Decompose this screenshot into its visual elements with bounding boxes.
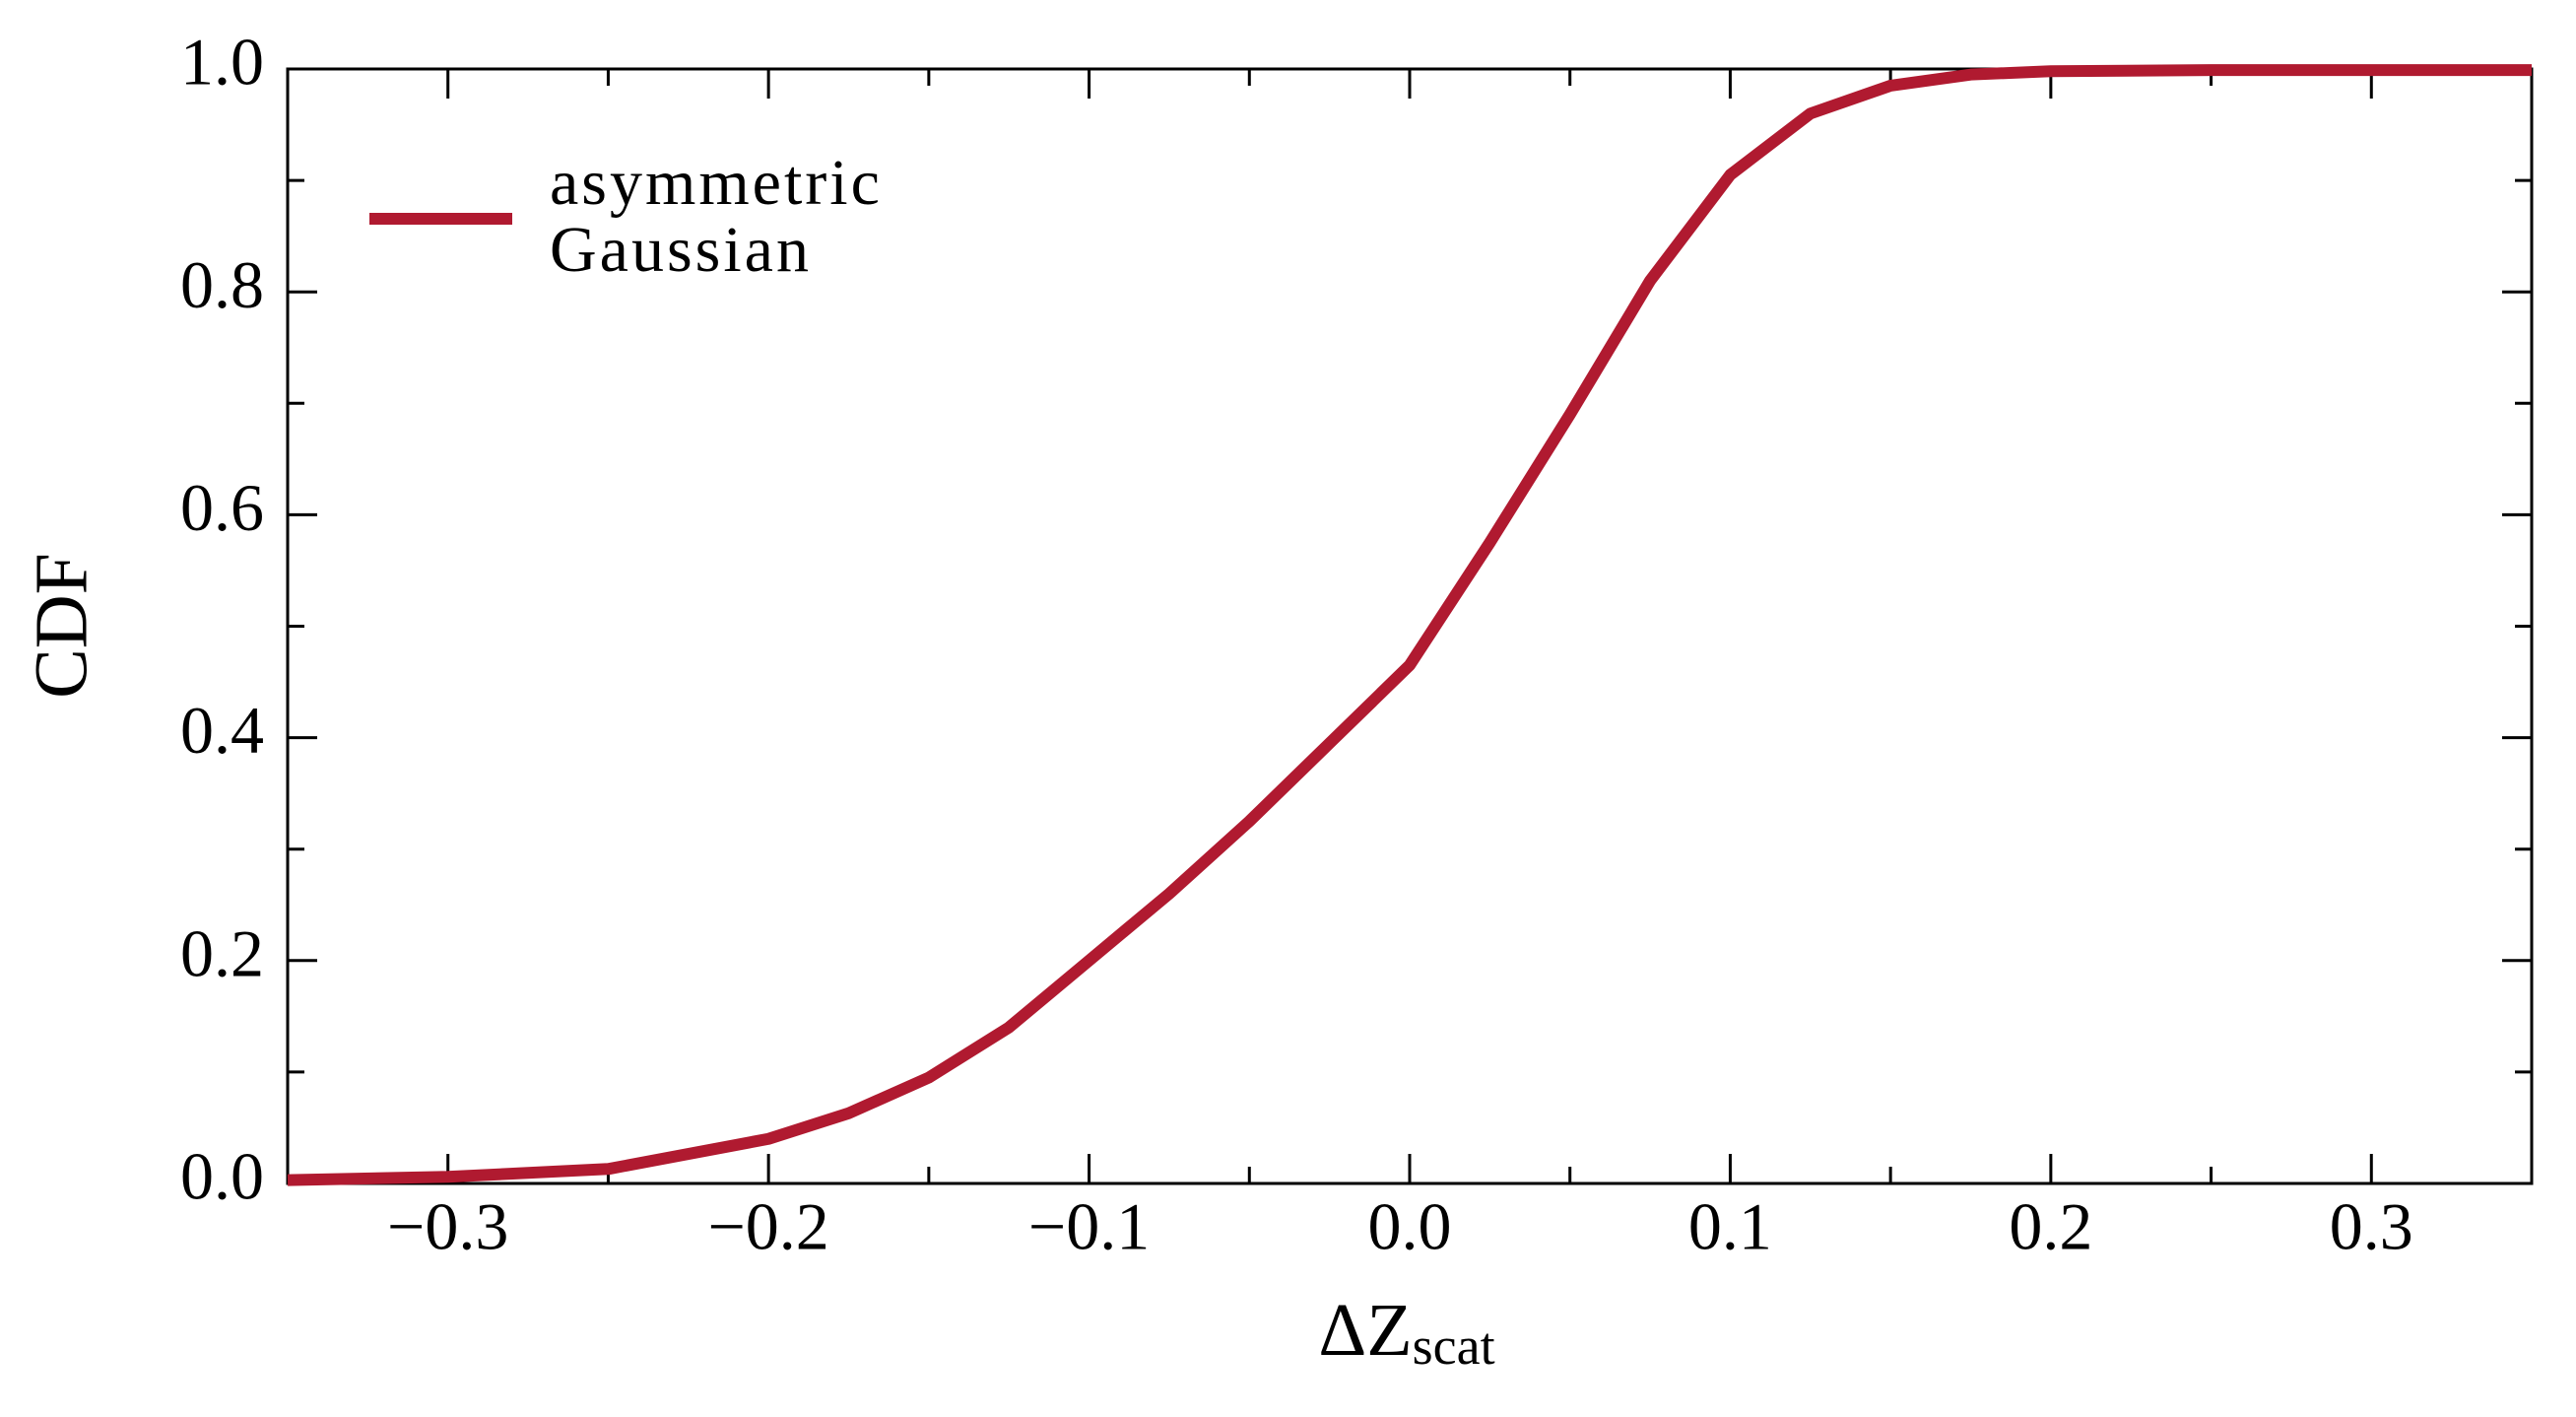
x-tick-label: −0.2 xyxy=(707,1189,828,1264)
y-tick-label: 0.4 xyxy=(180,693,264,768)
x-tick-label: −0.3 xyxy=(387,1189,508,1264)
x-label-sub: scat xyxy=(1413,1316,1495,1376)
y-tick-label: 0.2 xyxy=(180,915,264,990)
cdf-line xyxy=(287,64,2532,1186)
y-tick-label: 1.0 xyxy=(180,25,264,100)
x-axis-label: ΔZscat xyxy=(1318,1289,1494,1376)
x-label-main: ΔZ xyxy=(1318,1289,1412,1372)
x-tick-label: 0.3 xyxy=(2330,1189,2413,1264)
y-tick-label: 0.0 xyxy=(180,1139,264,1214)
x-tick-label: 0.2 xyxy=(2009,1189,2092,1264)
x-tick-label: 0.1 xyxy=(1688,1189,1772,1264)
legend-label: asymmetric Gaussian xyxy=(550,147,883,286)
x-tick-label: 0.0 xyxy=(1368,1189,1452,1264)
y-tick-label: 0.6 xyxy=(180,470,264,545)
y-axis-label: CDF xyxy=(20,553,102,699)
y-tick-label: 0.8 xyxy=(180,247,264,322)
x-tick-label: −0.1 xyxy=(1028,1189,1150,1264)
